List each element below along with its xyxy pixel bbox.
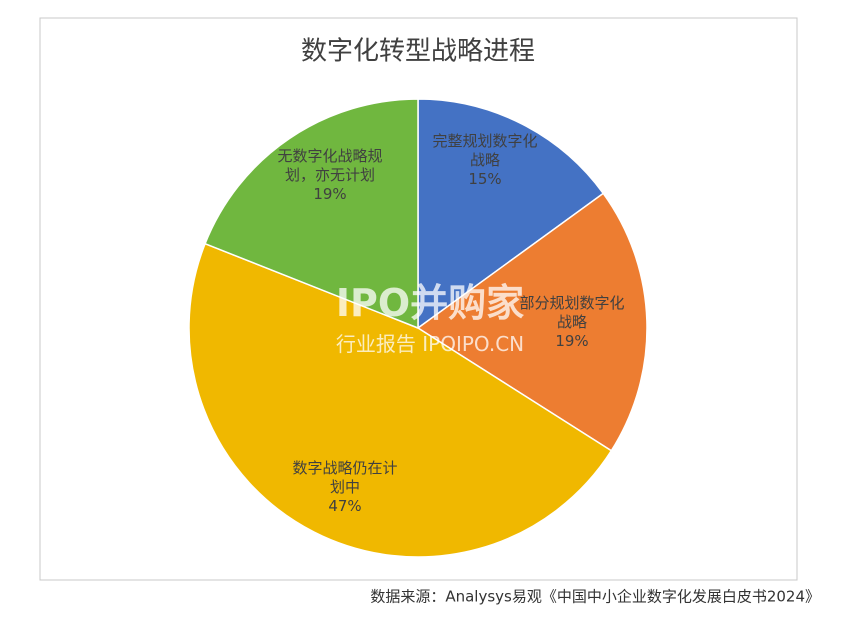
slice-value-label: 19% bbox=[555, 332, 589, 350]
slice-category-label: 部分规划数字化战略 bbox=[519, 294, 625, 331]
pie-slice bbox=[416, 192, 648, 452]
pie-slice bbox=[188, 242, 613, 558]
slice-value-label: 15% bbox=[468, 170, 502, 188]
watermark: IPO并购家 bbox=[335, 281, 525, 325]
slice-value-label: 47% bbox=[328, 497, 362, 515]
slice-category-label: 数字战略仍在计划中 bbox=[292, 459, 398, 496]
slice-category-label: 无数字化战略规划，亦无计划 bbox=[277, 147, 383, 184]
pie-slice bbox=[417, 98, 605, 330]
pie-slice bbox=[204, 98, 419, 330]
chart-title: 数字化转型战略进程 bbox=[301, 37, 535, 67]
watermark: 行业报告 IPOIPO.CN bbox=[335, 332, 525, 356]
source-note: 数据来源：Analysys易观《中国中小企业数字化发展白皮书2024》 bbox=[370, 588, 820, 606]
slice-value-label: 19% bbox=[313, 185, 347, 203]
slice-category-label: 完整规划数字化战略 bbox=[432, 132, 538, 169]
